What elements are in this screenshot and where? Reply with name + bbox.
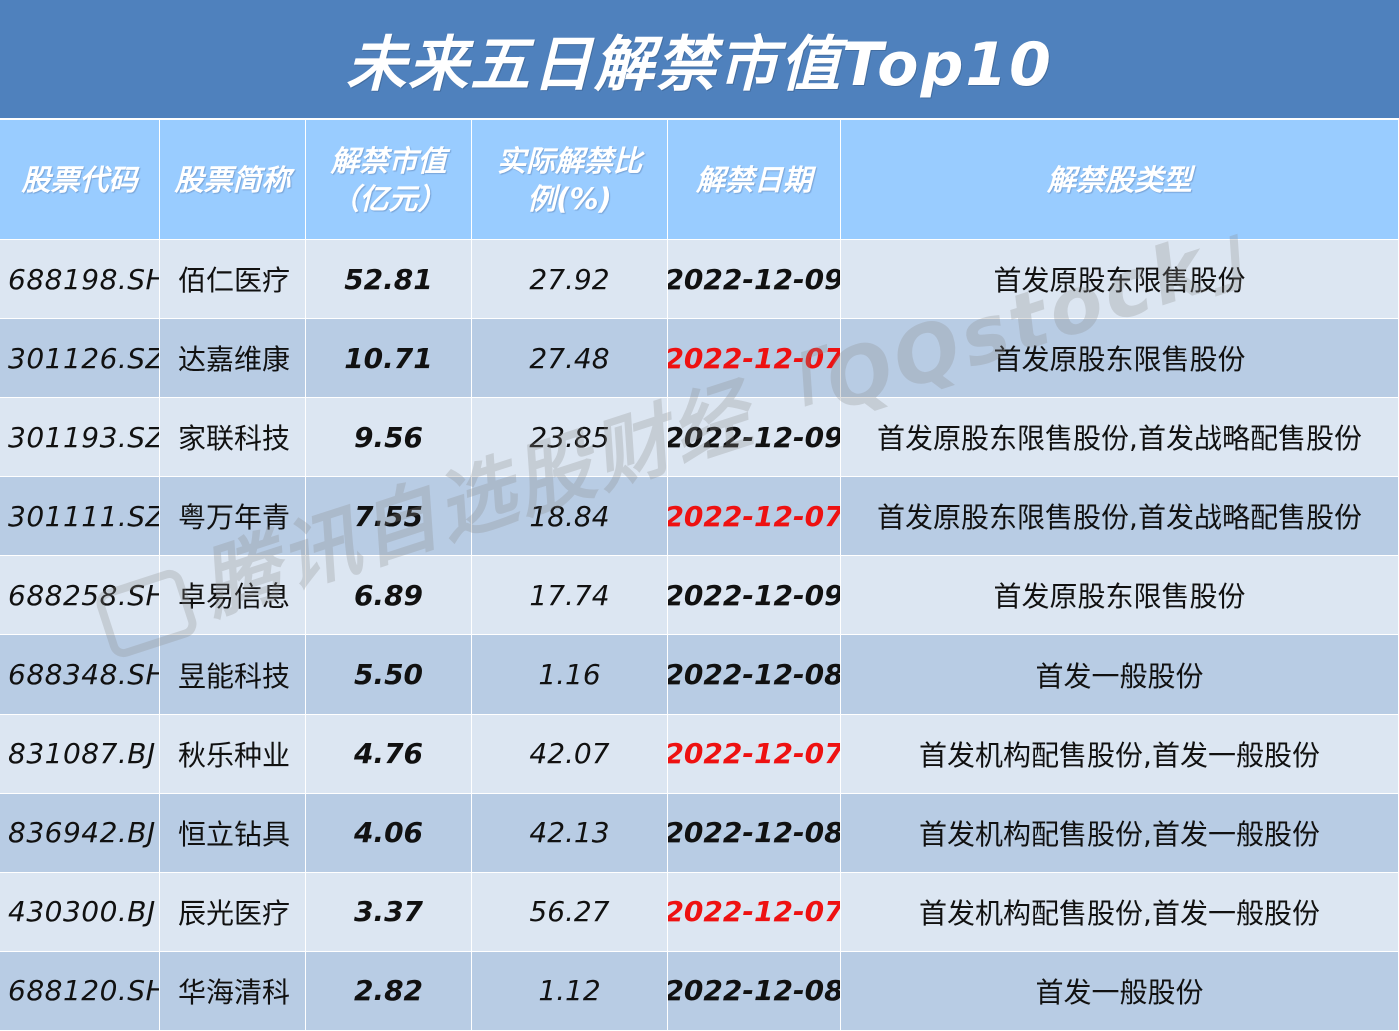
cell-date: 2022-12-08 <box>668 635 841 715</box>
cell-name: 辰光医疗 <box>160 872 306 952</box>
cell-code: 836942.BJ <box>0 793 160 873</box>
title-bar: 未来五日解禁市值Top10 <box>0 0 1399 118</box>
cell-ratio: 17.74 <box>472 556 668 636</box>
cell-type: 首发机构配售股份,首发一般股份 <box>841 714 1399 794</box>
cell-name: 达嘉维康 <box>160 319 306 399</box>
cell-ratio: 1.12 <box>472 951 668 1031</box>
cell-value: 2.82 <box>306 951 472 1031</box>
cell-ratio: 42.07 <box>472 714 668 794</box>
header-ratio: 实际解禁比例(%) <box>472 120 668 240</box>
cell-type: 首发原股东限售股份 <box>841 556 1399 636</box>
cell-value: 10.71 <box>306 319 472 399</box>
cell-value: 5.50 <box>306 635 472 715</box>
cell-date: 2022-12-07 <box>668 477 841 557</box>
header-value: 解禁市值（亿元） <box>306 120 472 240</box>
cell-value: 7.55 <box>306 477 472 557</box>
cell-date: 2022-12-08 <box>668 951 841 1031</box>
cell-code: 688258.SH <box>0 556 160 636</box>
cell-type: 首发原股东限售股份,首发战略配售股份 <box>841 398 1399 478</box>
cell-value: 3.37 <box>306 872 472 952</box>
cell-name: 佰仁医疗 <box>160 240 306 320</box>
cell-value: 6.89 <box>306 556 472 636</box>
cell-value: 4.06 <box>306 793 472 873</box>
cell-ratio: 42.13 <box>472 793 668 873</box>
cell-type: 首发机构配售股份,首发一般股份 <box>841 872 1399 952</box>
cell-ratio: 27.48 <box>472 319 668 399</box>
cell-name: 华海清科 <box>160 951 306 1031</box>
cell-date: 2022-12-09 <box>668 240 841 320</box>
cell-type: 首发原股东限售股份 <box>841 240 1399 320</box>
cell-name: 粤万年青 <box>160 477 306 557</box>
cell-date: 2022-12-07 <box>668 872 841 952</box>
cell-date: 2022-12-07 <box>668 319 841 399</box>
cell-value: 9.56 <box>306 398 472 478</box>
cell-date: 2022-12-07 <box>668 714 841 794</box>
header-name: 股票简称 <box>160 120 306 240</box>
cell-value: 4.76 <box>306 714 472 794</box>
cell-date: 2022-12-08 <box>668 793 841 873</box>
cell-name: 昱能科技 <box>160 635 306 715</box>
cell-code: 301126.SZ <box>0 319 160 399</box>
unlock-table: 股票代码 股票简称 解禁市值（亿元） 实际解禁比例(%) 解禁日期 解禁股类型 … <box>0 120 1399 1031</box>
cell-name: 秋乐种业 <box>160 714 306 794</box>
cell-code: 688120.SH <box>0 951 160 1031</box>
page-title: 未来五日解禁市值Top10 <box>346 29 1053 100</box>
cell-code: 831087.BJ <box>0 714 160 794</box>
cell-code: 688198.SH <box>0 240 160 320</box>
cell-type: 首发原股东限售股份 <box>841 319 1399 399</box>
cell-type: 首发原股东限售股份,首发战略配售股份 <box>841 477 1399 557</box>
cell-code: 301193.SZ <box>0 398 160 478</box>
cell-code: 301111.SZ <box>0 477 160 557</box>
cell-code: 688348.SH <box>0 635 160 715</box>
cell-type: 首发一般股份 <box>841 951 1399 1031</box>
cell-date: 2022-12-09 <box>668 398 841 478</box>
cell-value: 52.81 <box>306 240 472 320</box>
cell-type: 首发一般股份 <box>841 635 1399 715</box>
header-code: 股票代码 <box>0 120 160 240</box>
cell-date: 2022-12-09 <box>668 556 841 636</box>
cell-ratio: 27.92 <box>472 240 668 320</box>
cell-ratio: 18.84 <box>472 477 668 557</box>
header-type: 解禁股类型 <box>841 120 1399 240</box>
cell-ratio: 56.27 <box>472 872 668 952</box>
cell-ratio: 1.16 <box>472 635 668 715</box>
cell-name: 恒立钻具 <box>160 793 306 873</box>
cell-ratio: 23.85 <box>472 398 668 478</box>
header-date: 解禁日期 <box>668 120 841 240</box>
cell-code: 430300.BJ <box>0 872 160 952</box>
cell-type: 首发机构配售股份,首发一般股份 <box>841 793 1399 873</box>
cell-name: 家联科技 <box>160 398 306 478</box>
cell-name: 卓易信息 <box>160 556 306 636</box>
